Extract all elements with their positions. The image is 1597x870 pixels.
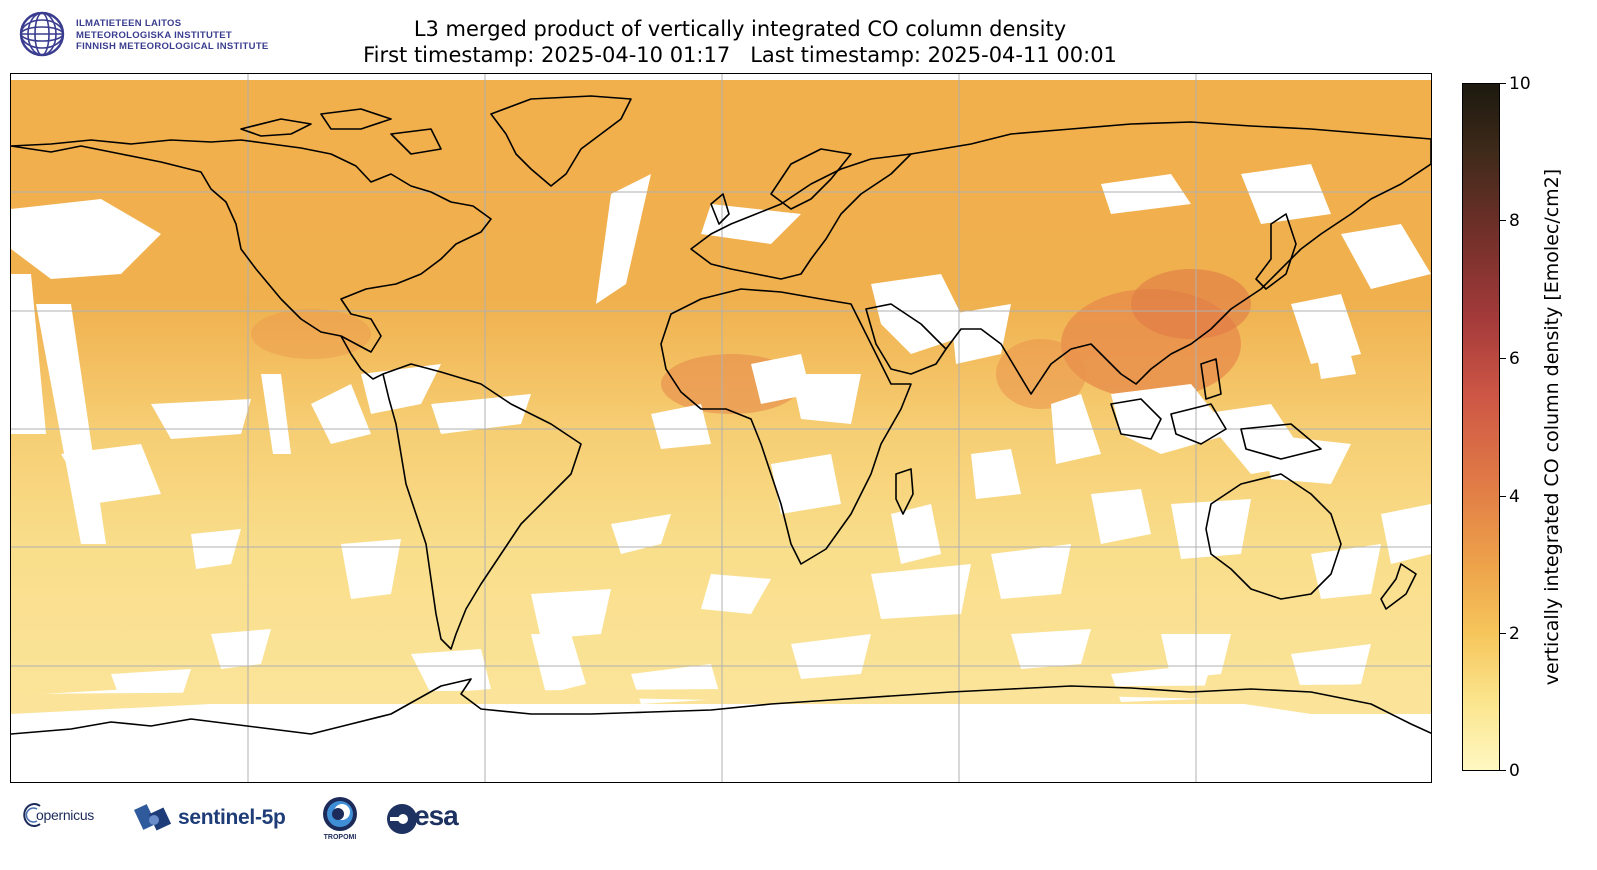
co-field-south-fringe xyxy=(11,684,1431,714)
fmi-name-en: FINNISH METEOROLOGICAL INSTITUTE xyxy=(76,41,269,52)
coastline-north-america xyxy=(11,139,492,353)
colorbar-tick xyxy=(1500,83,1506,84)
fmi-name-sv: METEOROLOGISKA INSTITUTET xyxy=(76,29,232,41)
colorbar-tick-label: 4 xyxy=(1509,487,1520,507)
colorbar-tick-label: 6 xyxy=(1509,349,1520,369)
sentinel-text: sentinel-5p xyxy=(178,806,286,829)
colorbar-tick xyxy=(1500,633,1506,634)
coastline-greenland xyxy=(490,95,632,187)
coastlines xyxy=(11,95,1431,735)
coastline-arctic-islands xyxy=(240,108,442,155)
world-map xyxy=(10,73,1432,783)
fmi-logo: ILMATIETEEN LAITOS METEOROLOGISKA INSTIT… xyxy=(18,10,318,58)
co-hotspot-china xyxy=(1131,269,1251,339)
coastline-asia xyxy=(910,121,1431,395)
colorbar-tick-label: 8 xyxy=(1509,211,1520,231)
copernicus-text: opernicus xyxy=(36,807,95,823)
coastline-japan xyxy=(1255,213,1297,290)
colorbar xyxy=(1462,83,1500,771)
title-line-2: First timestamp: 2025-04-10 01:17 Last t… xyxy=(363,43,1117,67)
title-line-1: L3 merged product of vertically integrat… xyxy=(413,17,1067,41)
copernicus-icon xyxy=(23,803,41,827)
co-hotspot-mexico xyxy=(251,309,371,359)
colorbar-title: vertically integrated CO column density … xyxy=(1537,83,1567,771)
coastline-antarctica xyxy=(11,678,1431,735)
coastline-africa xyxy=(660,288,912,565)
esa-logo: esa xyxy=(386,800,486,838)
coastline-central-america xyxy=(340,335,384,380)
colorbar-tick-label: 0 xyxy=(1509,761,1520,781)
colorbar-tick xyxy=(1500,770,1506,771)
co-density-map xyxy=(11,74,1431,782)
fmi-globe-icon xyxy=(19,11,65,57)
co-hotspot-india xyxy=(996,339,1086,409)
tropomi-eye-icon xyxy=(323,797,357,831)
colorbar-title-text: vertically integrated CO column density … xyxy=(1541,168,1563,686)
fmi-institute-name: ILMATIETEEN LAITOS METEOROLOGISKA INSTIT… xyxy=(76,18,269,53)
tropomi-text: TROPOMI xyxy=(323,834,357,841)
colorbar-tick xyxy=(1500,220,1506,221)
coastline-australia xyxy=(1205,473,1342,600)
colorbar-tick-label: 2 xyxy=(1509,624,1520,644)
fmi-name-fi: ILMATIETEEN LAITOS xyxy=(76,18,182,29)
coastline-new-zealand xyxy=(1380,563,1417,610)
coastline-madagascar xyxy=(895,468,914,515)
satellite-icon xyxy=(134,804,172,831)
coastline-british-isles xyxy=(710,193,730,225)
sentinel-5p-logo: sentinel-5p xyxy=(132,798,302,840)
coastline-scandinavia xyxy=(770,148,852,210)
coastline-arabia xyxy=(865,303,947,375)
esa-icon xyxy=(387,804,416,834)
copernicus-logo: opernicus xyxy=(22,800,107,830)
coastline-europe xyxy=(690,153,912,280)
tropomi-logo: TROPOMI xyxy=(318,796,362,844)
colorbar-tick-label: 10 xyxy=(1509,74,1531,94)
map-title: L3 merged product of vertically integrat… xyxy=(240,16,1240,68)
colorbar-tick xyxy=(1500,358,1506,359)
coastline-southeast-asia xyxy=(1110,358,1322,460)
coastline-south-america xyxy=(382,363,582,650)
gridlines xyxy=(11,74,1431,782)
esa-text: esa xyxy=(414,800,459,831)
colorbar-tick xyxy=(1500,496,1506,497)
